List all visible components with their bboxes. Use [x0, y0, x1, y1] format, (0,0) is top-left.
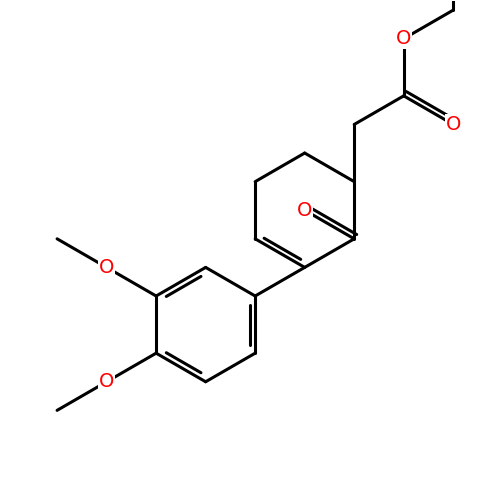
Text: O: O	[446, 115, 461, 134]
Text: O: O	[99, 258, 114, 277]
Text: O: O	[99, 372, 114, 392]
Text: O: O	[297, 200, 312, 220]
Text: O: O	[396, 29, 411, 48]
